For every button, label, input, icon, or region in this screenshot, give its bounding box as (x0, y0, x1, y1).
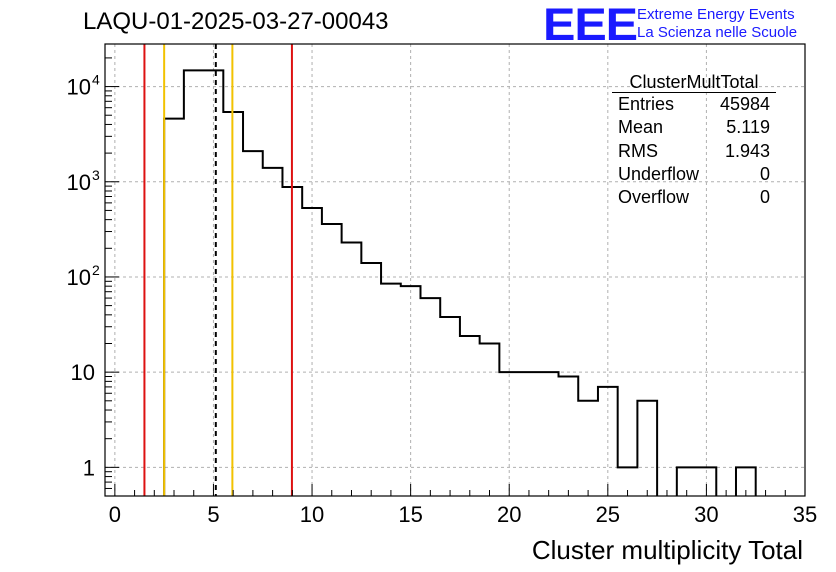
histogram-bin (637, 401, 657, 496)
histogram-bin (184, 70, 204, 496)
chart-title: LAQU-01-2025-03-27-00043 (83, 8, 389, 35)
stats-label: RMS (618, 140, 658, 161)
stats-value: 45984 (719, 94, 770, 114)
stats-box: ClusterMultTotal Entries 45984 Mean 5.11… (612, 72, 776, 209)
y-tick-exponent: 3 (92, 167, 100, 183)
stats-label: Mean (618, 117, 664, 138)
histogram-bin (342, 243, 362, 496)
x-tick-label: 30 (694, 502, 718, 527)
stats-value: 5.119 (726, 117, 770, 138)
histogram-outline (163, 69, 757, 496)
histogram-bin (460, 336, 480, 496)
x-tick-label: 15 (398, 502, 422, 527)
histogram-bin (499, 372, 519, 496)
stats-value: 1.943 (724, 140, 770, 161)
y-tick-exponent: 2 (92, 262, 100, 278)
logo-line-2: La Scienza nelle Scuole (637, 24, 798, 41)
y-tick-label: 1 (83, 455, 95, 480)
y-tick-label: 10 (67, 75, 91, 100)
y-tick-label: 10 (67, 170, 91, 195)
histogram-bin (243, 151, 263, 496)
y-tick-label: 10 (67, 265, 91, 290)
histogram-bin (322, 224, 342, 496)
histogram-bin (578, 401, 598, 496)
histogram-bin (519, 372, 539, 496)
histogram-bin (164, 119, 184, 496)
histogram-bin (598, 387, 618, 496)
stats-value: 0 (759, 187, 770, 208)
histogram-bin (559, 377, 579, 496)
stats-label: Entries (618, 94, 675, 114)
histogram-bin (401, 286, 421, 496)
histogram-bin (263, 168, 283, 496)
stats-value: 0 (759, 163, 770, 184)
stats-row: Mean 5.119 (612, 116, 776, 139)
y-tick-exponent: 4 (92, 72, 100, 88)
x-tick-label: 10 (300, 502, 324, 527)
x-tick-label: 25 (596, 502, 620, 527)
x-tick-label: 5 (207, 502, 219, 527)
stats-row: RMS 1.943 (612, 140, 776, 163)
x-tick-label: 35 (793, 502, 817, 527)
histogram-bin (302, 208, 322, 496)
histogram-bin (420, 298, 440, 496)
x-tick-label: 20 (497, 502, 521, 527)
eee-logo: EEE (543, 0, 638, 50)
histogram-bin (480, 343, 500, 496)
histogram-bin (381, 284, 401, 496)
stats-box-name: ClusterMultTotal (612, 72, 776, 93)
histogram-bin (539, 372, 559, 496)
x-tick-label: 0 (109, 502, 121, 527)
histogram-bin (440, 317, 460, 496)
stats-row: Entries 45984 (612, 93, 776, 116)
stats-label: Overflow (618, 187, 690, 208)
stats-label: Underflow (618, 163, 700, 184)
logo-line-1: Extreme Energy Events (637, 6, 795, 23)
histogram-bin (361, 263, 381, 496)
histogram-bin (204, 70, 224, 496)
stats-row: Overflow 0 (612, 186, 776, 209)
y-tick-label: 10 (71, 360, 95, 385)
x-axis-label: Cluster multiplicity Total (531, 535, 803, 565)
stats-row: Underflow 0 (612, 163, 776, 186)
plot-frame (104, 43, 806, 497)
